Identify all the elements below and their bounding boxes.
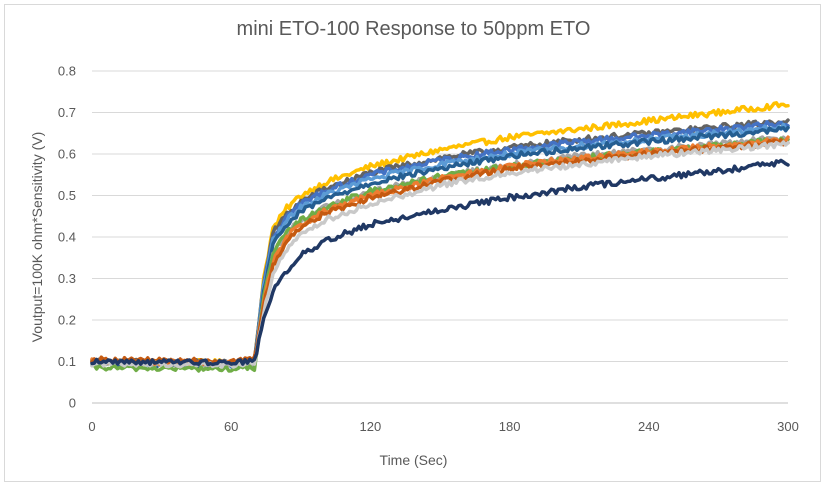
series-lines bbox=[90, 101, 790, 373]
chart-title: mini ETO-100 Response to 50ppm ETO bbox=[236, 18, 591, 40]
x-tick-label: 180 bbox=[499, 419, 521, 434]
series-line-11 bbox=[90, 158, 790, 367]
series-line-3 bbox=[90, 120, 790, 369]
y-tick-label: 0.7 bbox=[58, 105, 76, 120]
x-tick-label: 300 bbox=[777, 419, 799, 434]
y-tick-label: 0.2 bbox=[58, 313, 76, 328]
y-tick-label: 0.8 bbox=[58, 64, 76, 79]
y-tick-label: 0.1 bbox=[58, 354, 76, 369]
y-tick-labels: 0 0.1 0.2 0.3 0.4 0.5 0.6 0.7 0.8 bbox=[58, 64, 76, 411]
x-tick-label: 240 bbox=[638, 419, 660, 434]
y-tick-label: 0.3 bbox=[58, 271, 76, 286]
series-line-6 bbox=[90, 135, 790, 369]
y-tick-label: 0.6 bbox=[58, 147, 76, 162]
y-tick-label: 0 bbox=[69, 396, 76, 411]
x-tick-labels: 0 60 120 180 240 300 bbox=[88, 419, 798, 434]
y-tick-label: 0.4 bbox=[58, 230, 76, 245]
y-tick-label: 0.5 bbox=[58, 188, 76, 203]
x-axis-title: Time (Sec) bbox=[379, 452, 448, 468]
series-line-8 bbox=[90, 135, 790, 367]
gridlines bbox=[92, 70, 788, 404]
x-tick-label: 0 bbox=[88, 419, 95, 434]
x-tick-label: 60 bbox=[224, 419, 238, 434]
chart-frame bbox=[4, 4, 821, 482]
x-axis-title-wrap: Time (Sec) bbox=[0, 452, 827, 468]
x-tick-label: 120 bbox=[360, 419, 382, 434]
